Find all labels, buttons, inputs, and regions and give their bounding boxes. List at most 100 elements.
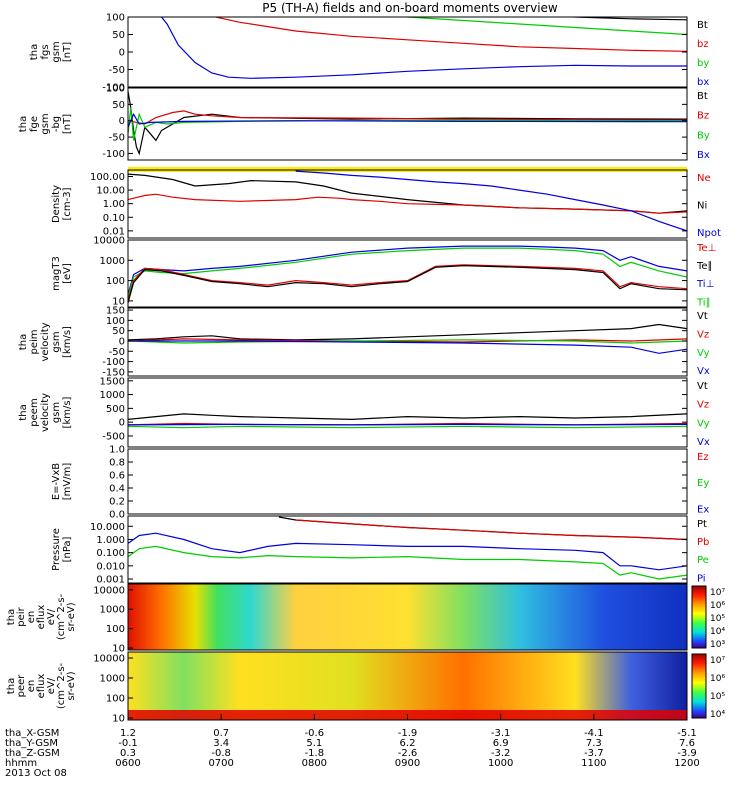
footer-table: tha_X-GSM 1.2 0.7 -0.6 -1.9 -3.1 -4.1 -5.1 tha_Y…: [5, 728, 700, 769]
y-axis-label: [cm-3]: [62, 187, 73, 220]
colorbar-tick-label: 10⁵: [710, 692, 725, 702]
series-line: [160, 17, 687, 79]
footer-value: 0800: [302, 758, 327, 769]
y-tick-label: 1000: [100, 605, 125, 616]
y-tick-label: -50: [109, 347, 125, 358]
footer-value: -3.2: [491, 748, 511, 759]
y-axis-label: [nPa]: [62, 536, 73, 562]
y-tick-label: -100: [102, 357, 125, 368]
y-tick-label: 0: [119, 418, 125, 429]
legend-entry: Ti∥: [696, 297, 711, 308]
footer-value: -3.7: [584, 748, 604, 759]
legend-entry: Pt: [697, 519, 707, 530]
footer-value: 0700: [208, 758, 233, 769]
y-tick-label: 100: [106, 84, 125, 95]
y-tick-label: 100: [106, 624, 125, 635]
y-tick-label: 0.8: [109, 458, 125, 469]
colorbar: [691, 585, 707, 649]
y-tick-label: 0.0: [109, 510, 125, 521]
y-axis-label: tha: [18, 404, 29, 420]
y-tick-label: 1.000: [96, 535, 125, 546]
y-tick-label: 10: [112, 714, 125, 725]
legend-entry: Bt: [697, 20, 708, 31]
series-line: [128, 112, 687, 128]
y-axis-label: E=-VxB: [51, 463, 62, 500]
footer-value: 0900: [395, 758, 420, 769]
spectrogram-fill: [128, 584, 687, 650]
panel-frame: [127, 515, 688, 584]
panel-frame: [127, 16, 688, 88]
series-line: [128, 545, 687, 580]
series-line: [278, 516, 687, 541]
colorbar-tick-label: 10⁷: [710, 588, 725, 598]
legend-entry: bx: [697, 77, 709, 88]
y-tick-label: -50: [109, 133, 125, 144]
y-axis-label: [nT]: [62, 114, 73, 134]
footer-value: 0600: [115, 758, 140, 769]
y-tick-label: 0.010: [96, 561, 125, 572]
y-axis-label: [eV]: [62, 263, 73, 284]
footer-value: 0.7: [213, 728, 229, 739]
y-tick-label: 1000: [100, 674, 125, 685]
spectrogram-fill: [128, 652, 687, 720]
y-axis-label: sr-eV): [66, 602, 77, 631]
y-tick-label: -100: [102, 149, 125, 160]
y-tick-label: 0.4: [109, 484, 125, 495]
colorbar-tick-label: 10⁶: [710, 674, 725, 684]
y-axis-label: velocity: [40, 322, 51, 361]
footer-value: 1000: [488, 758, 513, 769]
footer-row-label: tha_Z-GSM: [5, 748, 60, 759]
series-line: [128, 193, 687, 214]
y-axis-label: tha: [6, 678, 17, 694]
y-tick-label: 10000: [93, 236, 125, 247]
series-line: [128, 264, 687, 302]
footer-value: -1.9: [398, 728, 418, 739]
panel-frame: [127, 87, 688, 161]
series-line: [128, 425, 687, 429]
footer-row-label: tha_Y-GSM: [5, 738, 58, 749]
legend-entry: Ey: [697, 478, 709, 489]
footer-value: 7.3: [586, 738, 602, 749]
chart-title: P5 (TH-A) fields and on-board moments ov…: [262, 1, 558, 15]
y-tick-label: 100: [106, 13, 125, 24]
series-line: [128, 338, 687, 343]
legend-entry: Pb: [697, 537, 709, 548]
y-axis-label: [km/s]: [62, 326, 73, 358]
y-axis-label: peem: [29, 398, 40, 426]
panel-1: 100 50 0 -50 -100 tha fgs gsm [nT] Bt bz by bx: [29, 13, 709, 94]
y-tick-label: 100: [106, 276, 125, 287]
legend-entry: Ni: [697, 201, 707, 212]
y-axis-label: (cm^2-s-: [56, 662, 67, 709]
colorbar-tick-label: 10⁴: [710, 710, 725, 720]
legend-entry: Vx: [697, 437, 710, 448]
series-line: [128, 110, 687, 125]
series-line: [128, 323, 687, 341]
legend-entry: Te⊥: [696, 243, 716, 254]
y-tick-label: 10: [112, 296, 125, 307]
y-tick-label: 50: [112, 30, 125, 41]
y-tick-label: 150: [106, 306, 125, 317]
y-tick-label: 1500: [100, 376, 125, 387]
footer-value: 6.9: [493, 738, 509, 749]
y-tick-label: 50: [112, 326, 125, 337]
y-axis-label: eV/: [46, 608, 57, 625]
legend-entry: Ez: [697, 452, 709, 463]
footer-value: -5.1: [677, 728, 697, 739]
legend-entry: Vz: [697, 400, 709, 411]
y-tick-label: 1.00: [103, 199, 125, 210]
y-axis-label: gsm: [51, 41, 62, 62]
y-tick-label: 100: [106, 316, 125, 327]
y-axis-label: peer: [16, 674, 27, 698]
panel-2: 100 50 0 -50 -100 tha fge gsm -bg [nT] Bt Bz By Bx: [18, 84, 710, 161]
footer-row-label: tha_X-GSM: [5, 728, 59, 739]
footer-value: 3.4: [213, 738, 229, 749]
y-axis-label: [nT]: [62, 42, 73, 62]
footer-date: 2013 Oct 08: [5, 768, 67, 779]
legend-entry: Pi: [697, 573, 706, 584]
y-axis-label: en: [26, 680, 37, 693]
legend-entry: Ex: [697, 504, 709, 515]
legend-entry: Vx: [697, 366, 710, 377]
